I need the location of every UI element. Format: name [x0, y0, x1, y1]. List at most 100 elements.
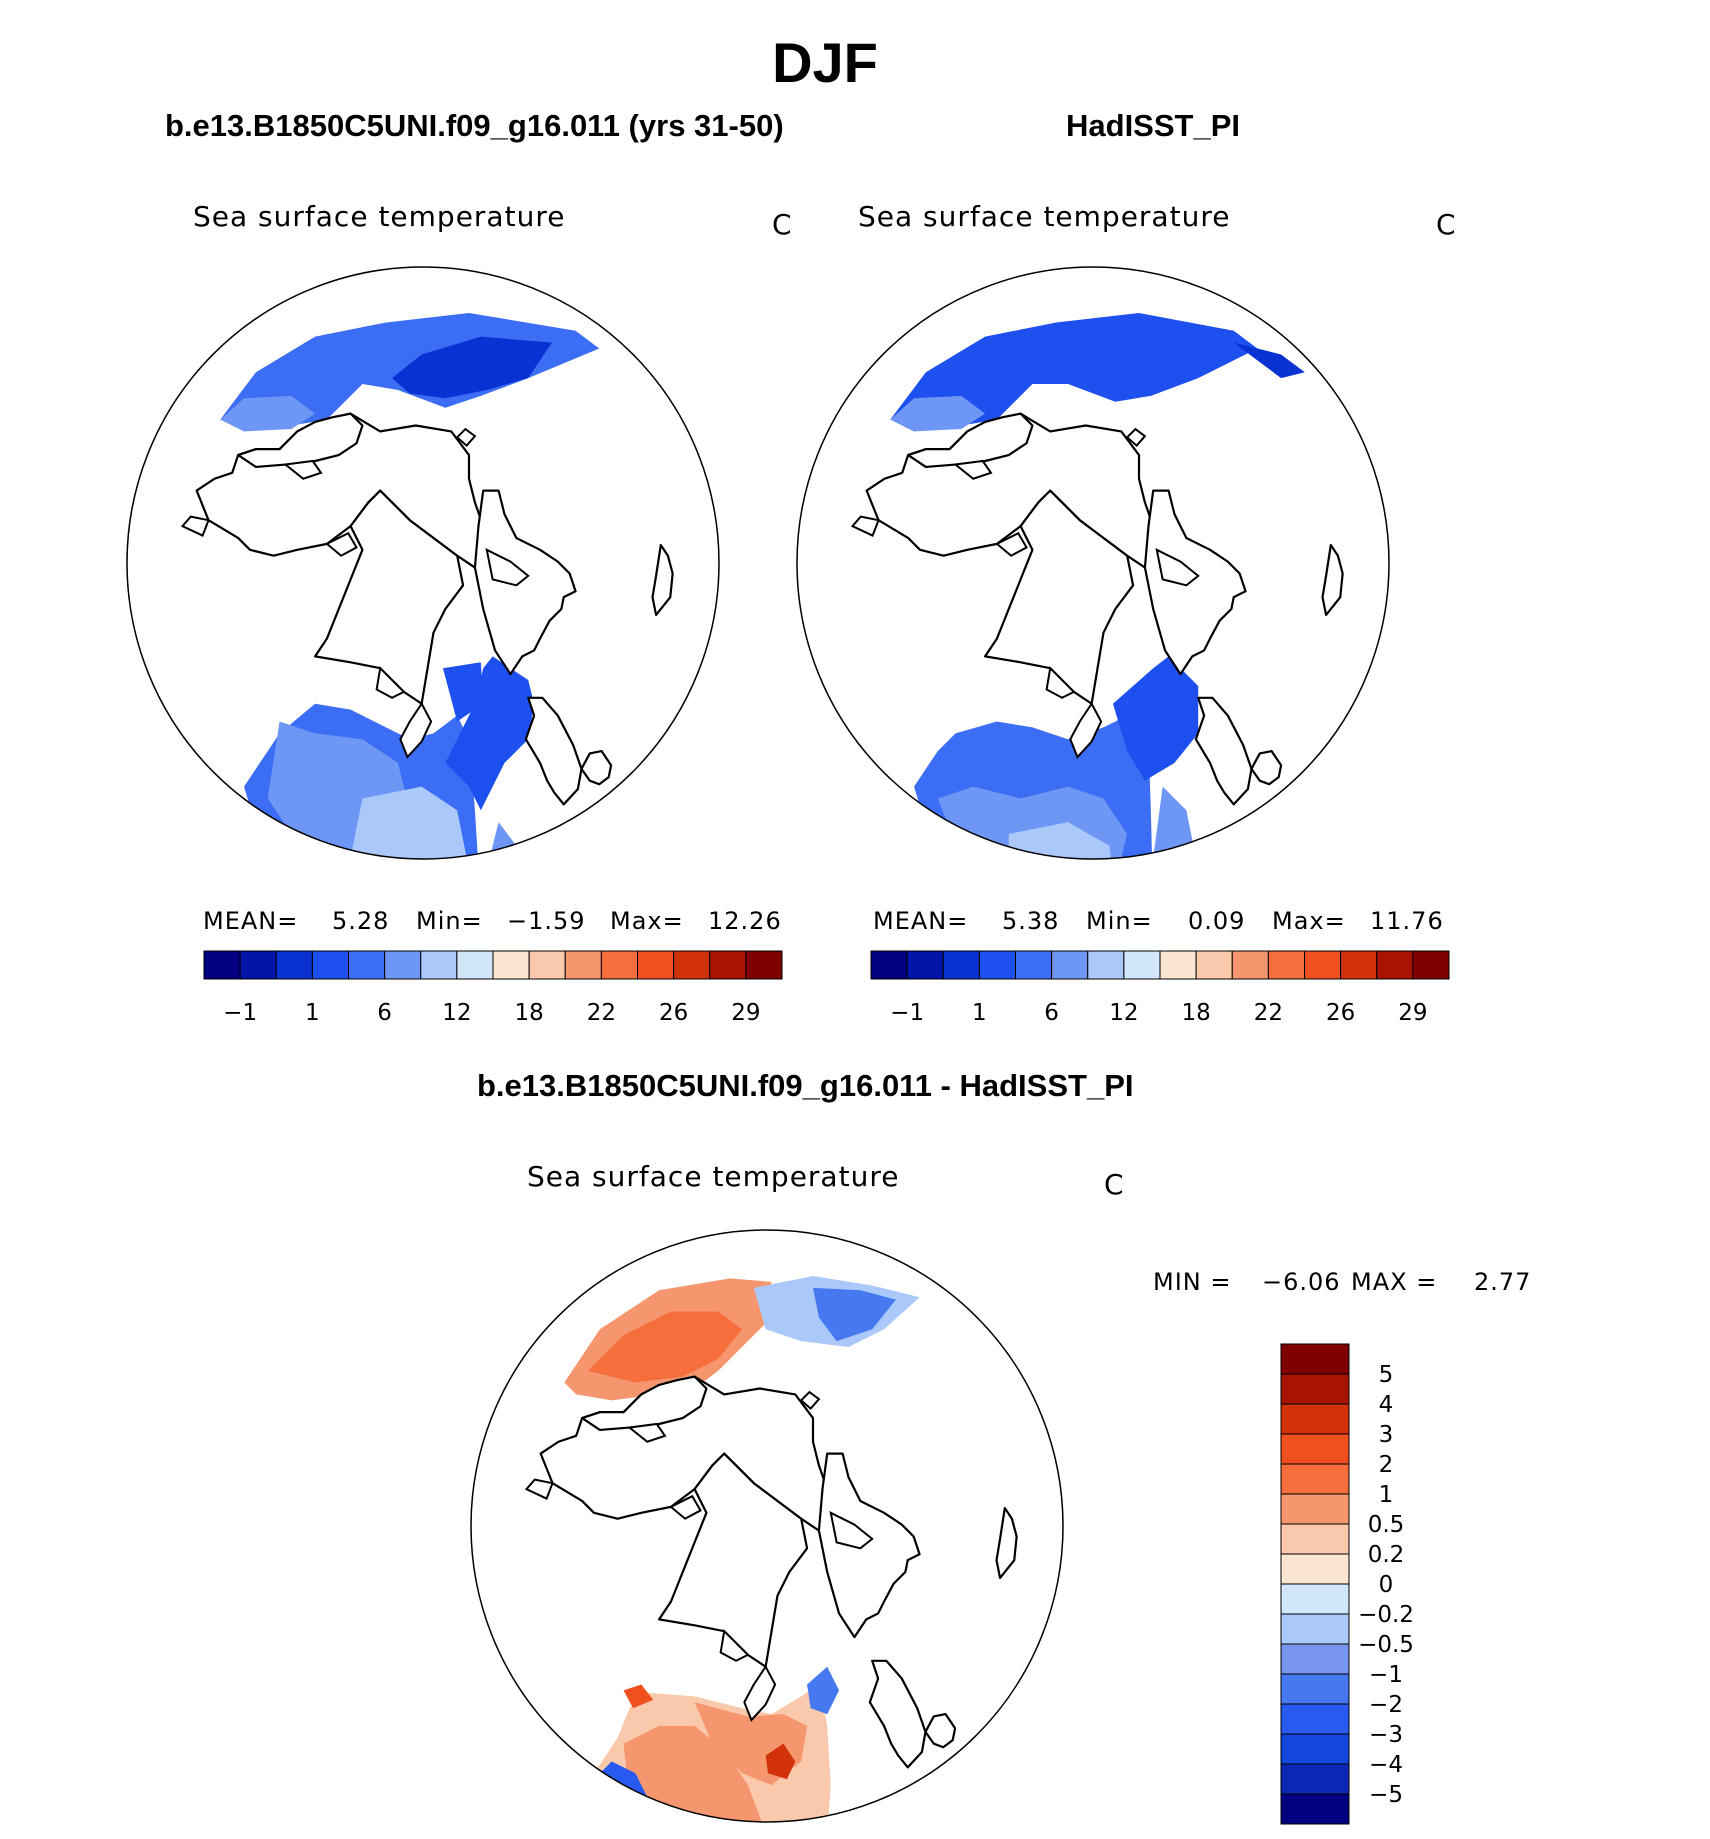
model-coastline	[653, 545, 673, 615]
obs-coastline	[1157, 550, 1198, 586]
obs-colorbar-tick-label: 18	[1181, 1000, 1210, 1026]
diff-coastline	[925, 1714, 955, 1747]
obs-min-value: 0.09	[1188, 907, 1246, 935]
model-colorbar-tick-label: −1	[223, 1000, 257, 1026]
model-coastline	[526, 698, 582, 805]
diff-colorbar-tick-label: −0.2	[1358, 1602, 1414, 1628]
obs-units-label: C	[1436, 208, 1457, 241]
obs-coastline	[1196, 698, 1252, 805]
obs-colorbar-box	[1231, 950, 1269, 980]
model-colorbar-box	[673, 950, 711, 980]
model-colorbar-box	[348, 950, 386, 980]
obs-colorbar-box	[1195, 950, 1233, 980]
obs-coastline	[997, 533, 1027, 555]
diff-colorbar-tick-label: −0.5	[1358, 1632, 1414, 1658]
diff-colorbar-tick-label: 5	[1379, 1362, 1394, 1388]
diff-colorbar-tick-label: 0.2	[1368, 1542, 1405, 1568]
obs-field-region	[1233, 342, 1305, 379]
model-colorbar-box	[239, 950, 277, 980]
diff-min-label: MIN =	[1153, 1268, 1232, 1296]
model-variable-label: Sea surface temperature	[193, 200, 566, 233]
obs-coastline	[985, 491, 1133, 704]
diff-colorbar-box	[1280, 1403, 1350, 1435]
obs-coastline	[955, 461, 991, 479]
model-coastline	[400, 704, 431, 757]
model-colorbar-box	[420, 950, 458, 980]
obs-colorbar-box	[1087, 950, 1125, 980]
model-colorbar-box	[745, 950, 783, 980]
model-min-label: Min=	[416, 907, 483, 935]
obs-colorbar-box	[1304, 950, 1342, 980]
diff-coastline	[629, 1424, 665, 1442]
diff-colorbar-box	[1280, 1583, 1350, 1615]
model-field-region	[442, 662, 484, 722]
obs-max-value: 11.76	[1370, 907, 1444, 935]
diff-colorbar: 5 4 3 2 1 0.5 0.2 0 −0.2 −0.5 −1 −2 −3 −4 −5	[1280, 1343, 1414, 1825]
model-colorbar-box	[600, 950, 638, 980]
diff-coastline	[526, 1480, 552, 1499]
model-panel-subtitle: b.e13.B1850C5UNI.f09_g16.011 (yrs 31-50)	[165, 108, 784, 143]
diff-colorbar-box	[1280, 1703, 1350, 1735]
diff-variable-label: Sea surface temperature	[527, 1160, 900, 1193]
diff-map-boundary	[470, 1229, 1064, 1823]
model-colorbar-tick-label: 1	[305, 1000, 320, 1026]
model-mean-value: 5.28	[332, 907, 390, 935]
obs-coastline	[852, 517, 878, 536]
model-coastline	[729, 526, 753, 535]
diff-coastline	[870, 1661, 926, 1768]
diff-colorbar-tick-label: −1	[1369, 1662, 1403, 1688]
model-field-region	[445, 656, 535, 811]
model-min-value: −1.59	[507, 907, 586, 935]
diff-colorbar-tick-label: 0.5	[1368, 1512, 1405, 1538]
diff-coastline	[801, 1392, 819, 1409]
diff-colorbar-box	[1280, 1373, 1350, 1405]
obs-field-region	[890, 313, 1258, 432]
obs-coastline	[1127, 429, 1145, 446]
diff-colorbar-box	[1280, 1463, 1350, 1495]
diff-colorbar-box	[1280, 1613, 1350, 1645]
obs-colorbar-box	[1159, 950, 1197, 980]
diff-field-region	[588, 1311, 742, 1383]
obs-coastline	[1251, 751, 1281, 784]
model-colorbar-tick-label: 18	[514, 1000, 543, 1026]
diff-coastline	[831, 1513, 872, 1549]
obs-colorbar-tick-label: 6	[1044, 1000, 1059, 1026]
diff-field-region	[765, 1743, 796, 1780]
obs-coastline	[1047, 668, 1074, 698]
model-field-region	[486, 822, 529, 859]
obs-colorbar-box	[942, 950, 980, 980]
diff-colorbar-box	[1280, 1493, 1350, 1525]
model-field-region	[350, 786, 470, 859]
obs-field-region	[1008, 822, 1116, 859]
diff-colorbar-tick-label: 4	[1379, 1392, 1394, 1418]
model-coastline	[487, 550, 528, 586]
diff-sst-map	[470, 1229, 1064, 1823]
obs-colorbar-tick-label: 22	[1254, 1000, 1283, 1026]
diff-colorbar-tick-label: 0	[1379, 1572, 1394, 1598]
model-mean-label: MEAN=	[203, 907, 299, 935]
model-colorbar-tick-label: 26	[659, 1000, 688, 1026]
obs-field-region	[890, 395, 986, 432]
diff-max-value: 2.77	[1474, 1268, 1532, 1296]
model-coastline	[315, 491, 463, 704]
obs-colorbar-box	[1340, 950, 1378, 980]
diff-coastline	[997, 1508, 1017, 1578]
model-colorbar-box	[528, 950, 566, 980]
model-field-region	[220, 395, 316, 432]
model-colorbar-box	[311, 950, 349, 980]
obs-colorbar-box	[1412, 950, 1450, 980]
diff-coastline	[671, 1496, 701, 1518]
diff-colorbar-box	[1280, 1793, 1350, 1825]
diff-coastline	[1073, 1489, 1097, 1498]
obs-colorbar-tick-label: 29	[1398, 1000, 1427, 1026]
obs-colorbar-box	[1051, 950, 1089, 980]
diff-colorbar-tick-label: 2	[1379, 1452, 1394, 1478]
model-coastline	[377, 668, 404, 698]
model-colorbar-tick-label: 12	[442, 1000, 471, 1026]
model-coastline	[285, 461, 321, 479]
obs-panel-subtitle: HadISST_PI	[1066, 108, 1240, 143]
diff-colorbar-box	[1280, 1643, 1350, 1675]
diff-colorbar-box	[1280, 1343, 1350, 1375]
diff-colorbar-tick-label: −3	[1369, 1722, 1403, 1748]
obs-coastline	[1323, 545, 1343, 615]
